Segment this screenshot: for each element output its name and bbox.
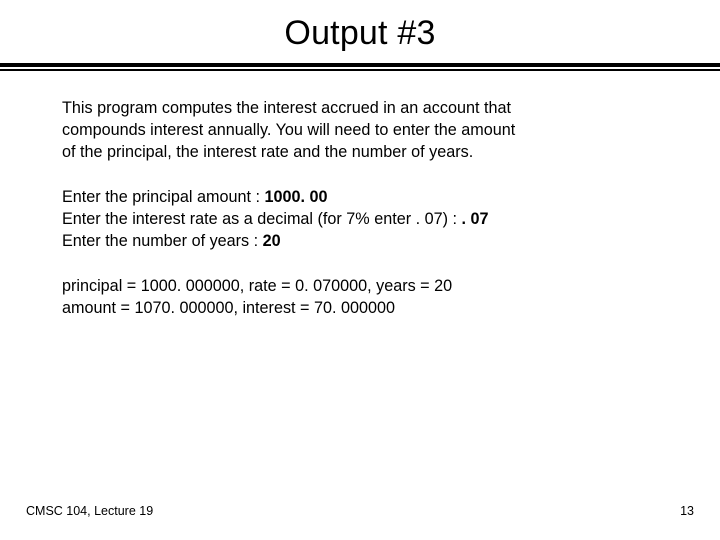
intro-line-3: of the principal, the interest rate and … — [62, 141, 658, 163]
slide-title: Output #3 — [0, 0, 720, 63]
prompt-years-label: Enter the number of years : — [62, 232, 263, 250]
intro-line-2: compounds interest annually. You will ne… — [62, 119, 658, 141]
prompt-years: Enter the number of years : 20 — [62, 230, 658, 252]
footer: CMSC 104, Lecture 19 13 — [26, 504, 694, 518]
results-line-2: amount = 1070. 000000, interest = 70. 00… — [62, 297, 658, 319]
intro-paragraph: This program computes the interest accru… — [62, 97, 658, 164]
prompt-principal-label: Enter the principal amount : — [62, 188, 264, 206]
content: This program computes the interest accru… — [0, 71, 720, 320]
title-rule — [0, 63, 720, 71]
prompt-principal-value: 1000. 00 — [264, 188, 327, 206]
prompts-paragraph: Enter the principal amount : 1000. 00 En… — [62, 186, 658, 253]
prompt-rate: Enter the interest rate as a decimal (fo… — [62, 208, 658, 230]
results-line-1: principal = 1000. 000000, rate = 0. 0700… — [62, 275, 658, 297]
slide: Output #3 This program computes the inte… — [0, 0, 720, 540]
footer-page-number: 13 — [680, 504, 694, 518]
prompt-rate-value: . 07 — [461, 210, 488, 228]
rule-thick — [0, 63, 720, 67]
footer-left: CMSC 104, Lecture 19 — [26, 504, 153, 518]
prompt-years-value: 20 — [263, 232, 281, 250]
results-paragraph: principal = 1000. 000000, rate = 0. 0700… — [62, 275, 658, 320]
prompt-principal: Enter the principal amount : 1000. 00 — [62, 186, 658, 208]
intro-line-1: This program computes the interest accru… — [62, 97, 658, 119]
prompt-rate-label: Enter the interest rate as a decimal (fo… — [62, 210, 461, 228]
